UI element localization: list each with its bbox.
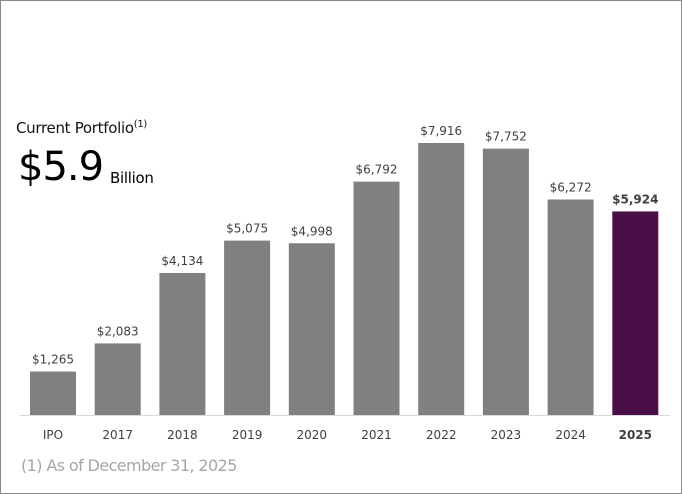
bar-2017 [94,343,141,415]
data-label: $6,792 [356,163,398,177]
bar-2025 [612,211,659,415]
x-tick-label: 2024 [555,428,586,442]
footnote: (1) As of December 31, 2025 [21,456,237,475]
data-label: $6,272 [550,180,592,194]
x-tick-label: 2022 [426,428,457,442]
x-tick-label: 2020 [297,428,328,442]
bar-2023 [482,148,529,415]
x-tick-label: 2019 [232,428,263,442]
subtitle-text: Current Portfolio [16,119,134,137]
chart-subtitle: Current Portfolio(1) [16,119,147,137]
data-label: $1,265 [32,353,74,367]
data-label: $5,924 [612,192,658,206]
x-tick-label: 2021 [361,428,392,442]
data-label: $4,134 [161,254,203,268]
data-label: $7,916 [420,124,462,138]
portfolio-unit: Billion [110,169,154,187]
subtitle-footnote-marker: (1) [133,119,148,130]
bar-2022 [418,143,465,415]
x-tick-label: 2017 [102,428,133,442]
portfolio-value: $5.9 [18,144,104,190]
data-label: $5,075 [226,222,268,236]
bar-2019 [224,240,271,415]
x-tick-label: 2018 [167,428,198,442]
data-label: $7,752 [485,130,527,144]
bar-IPO [30,371,76,415]
x-tick-label: 2023 [491,428,522,442]
x-tick-label: IPO [43,428,63,442]
bar-2018 [159,272,206,415]
bar-2021 [353,181,400,415]
data-label: $2,083 [97,324,139,338]
data-label: $4,998 [291,224,333,238]
bar-2020 [288,243,335,415]
x-tick-label: 2025 [619,428,652,442]
bar-2024 [547,199,594,415]
